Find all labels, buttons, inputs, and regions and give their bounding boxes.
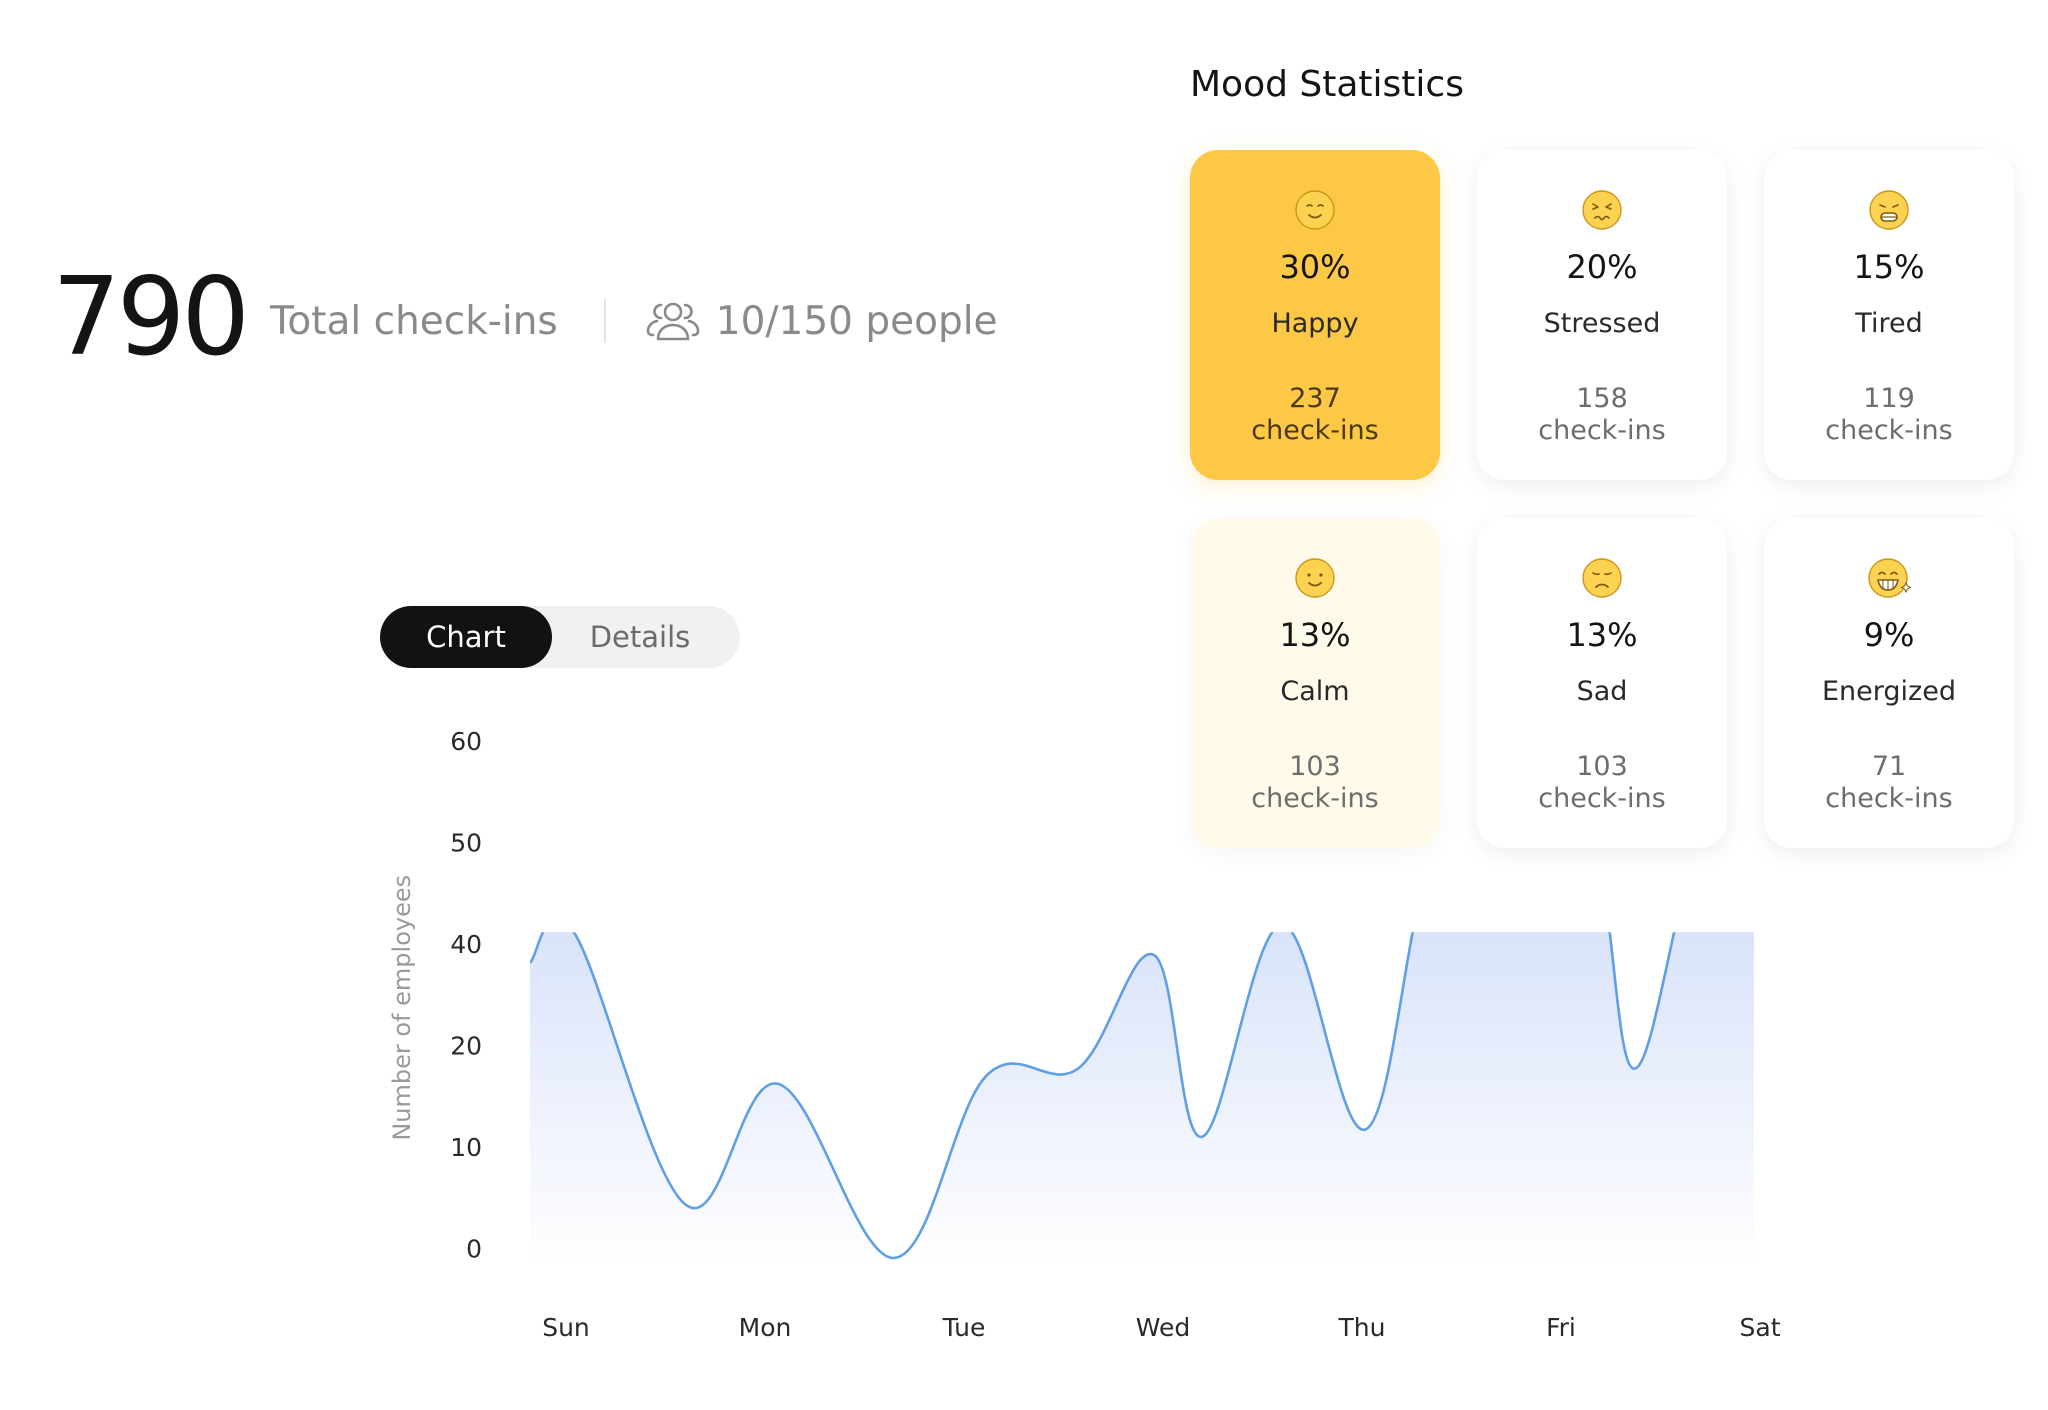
x-tick-label: Tue: [942, 1313, 986, 1342]
y-tick-label: 10: [450, 1133, 482, 1162]
view-toggle: Chart Details: [380, 606, 740, 668]
tired-emoji-icon: [1869, 190, 1909, 230]
mood-count-unit: check-ins: [1251, 415, 1379, 446]
summary-divider: [603, 299, 606, 343]
mood-card-tired[interactable]: 15% Tired 119 check-ins: [1764, 150, 2014, 480]
x-tick-label: Thu: [1338, 1313, 1386, 1342]
series-group: [530, 932, 1754, 1268]
x-tick-label: Wed: [1136, 1313, 1191, 1342]
series-line: [530, 932, 1676, 1260]
grin-emoji-icon: [1868, 558, 1911, 598]
x-tick-label: Sat: [1740, 1313, 1781, 1342]
x-tick-label: Fri: [1546, 1313, 1576, 1342]
mood-name: Tired: [1855, 308, 1923, 339]
mood-percent: 13%: [1279, 616, 1351, 654]
y-tick-label: 40: [450, 930, 482, 959]
mood-count: 71: [1871, 751, 1907, 782]
mood-cards-grid: 30% Happy 237 check-ins 20% Stressed 158…: [1190, 150, 2015, 848]
people-count: 10/150 people: [646, 299, 998, 344]
y-tick-label: 60: [450, 727, 482, 756]
sad-emoji-icon: [1582, 558, 1622, 598]
mood-percent: 15%: [1853, 248, 1925, 286]
total-checkins-label: Total check-ins: [270, 298, 558, 344]
y-tick-label: 0: [466, 1235, 482, 1264]
mood-count: 158: [1576, 383, 1628, 414]
y-tick-label: 50: [450, 829, 482, 858]
calm-emoji-icon: [1295, 558, 1335, 598]
mood-name: Stressed: [1543, 308, 1661, 339]
mood-card-stressed[interactable]: 20% Stressed 158 check-ins: [1477, 150, 1727, 480]
mood-name: Calm: [1280, 676, 1350, 707]
mood-percent: 13%: [1566, 616, 1638, 654]
people-count-label: 10/150 people: [715, 298, 998, 344]
x-tick-label: Mon: [739, 1313, 792, 1342]
series-area: [530, 932, 1754, 1268]
mood-name: Happy: [1271, 308, 1359, 339]
mood-percent: 30%: [1279, 248, 1351, 286]
stressed-emoji-icon: [1582, 190, 1622, 230]
smile-emoji-icon: [1295, 190, 1335, 230]
users-icon: [646, 302, 700, 341]
mood-card-energized[interactable]: 9% Energized 71 check-ins: [1764, 518, 2014, 848]
mood-percent: 20%: [1566, 248, 1638, 286]
y-axis-title: Number of employees: [388, 875, 416, 1141]
mood-count: 103: [1576, 751, 1628, 782]
mood-count-unit: check-ins: [1538, 415, 1666, 446]
checkins-summary: 790 Total check-ins 10/150 people: [52, 258, 998, 378]
mood-name: Sad: [1576, 676, 1628, 707]
mood-statistics-title: Mood Statistics: [1190, 64, 1464, 105]
mood-count-unit: check-ins: [1538, 783, 1666, 814]
mood-card-calm[interactable]: 13% Calm 103 check-ins: [1190, 518, 1440, 848]
mood-count: 103: [1289, 751, 1341, 782]
y-tick-label: 20: [450, 1032, 482, 1061]
mood-count-unit: check-ins: [1825, 415, 1953, 446]
mood-card-happy[interactable]: 30% Happy 237 check-ins: [1190, 150, 1440, 480]
mood-count-unit: check-ins: [1251, 783, 1379, 814]
mood-percent: 9%: [1863, 616, 1915, 654]
tab-chart[interactable]: Chart: [380, 606, 552, 668]
chart-svg: Number of employees 60 50 40 20 10 0 Sun Mon Tue W…: [388, 727, 1781, 1342]
x-tick-label: Sun: [542, 1313, 590, 1342]
mood-card-sad[interactable]: 13% Sad 103 check-ins: [1477, 518, 1727, 848]
mood-name: Energized: [1822, 676, 1956, 707]
mood-count: 237: [1289, 383, 1341, 414]
mood-count-unit: check-ins: [1825, 783, 1953, 814]
total-checkins-value: 790: [52, 255, 250, 380]
tab-details[interactable]: Details: [589, 620, 691, 654]
mood-count: 119: [1863, 383, 1915, 414]
checkins-area-chart: Number of employees 60 50 40 20 10 0 Sun Mon Tue W…: [380, 700, 1820, 1380]
